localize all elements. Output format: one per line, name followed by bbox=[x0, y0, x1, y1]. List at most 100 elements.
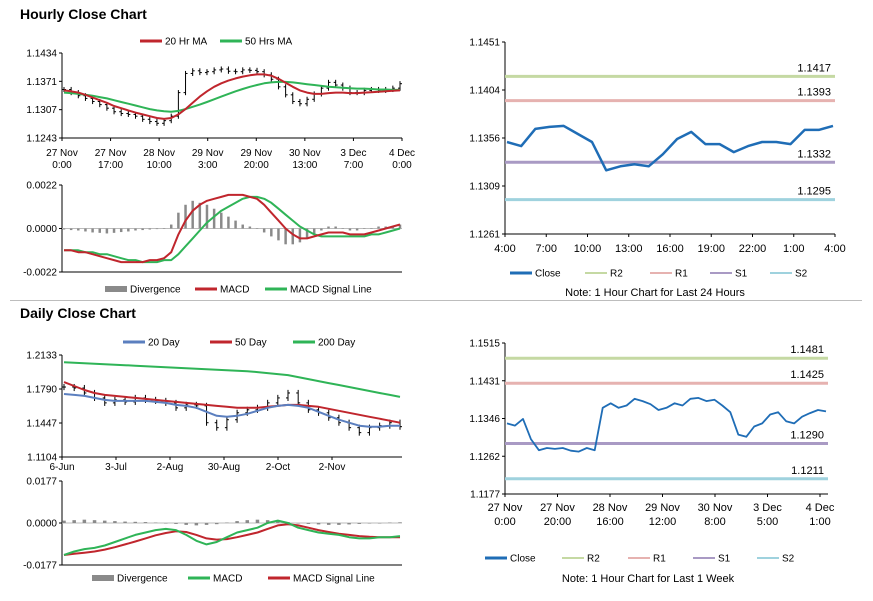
hourly-title: Hourly Close Chart bbox=[20, 6, 147, 22]
hourly-divergence-bar bbox=[141, 228, 144, 231]
daily-divergence-bar bbox=[326, 523, 331, 525]
daily-divergence-bar bbox=[225, 522, 229, 524]
daily-divergence-bar bbox=[62, 520, 66, 523]
hourly-divergence-bar bbox=[262, 228, 266, 233]
hourly-signal-line bbox=[64, 195, 401, 264]
hourly-divergence-bar bbox=[162, 228, 166, 229]
daily-pivot-legend-r2-label: R2 bbox=[587, 554, 600, 565]
hourly-legend-macd-label: MACD bbox=[220, 285, 249, 296]
daily-divergence-bar bbox=[398, 522, 402, 523]
hourly-legend-ma20-label: 20 Hr MA bbox=[165, 37, 208, 48]
daily-divergence-bar bbox=[337, 523, 341, 525]
daily-macd-y-tick-label: 0.0000 bbox=[26, 519, 57, 530]
daily-pivot-x-tick-label: 27 Nov bbox=[488, 502, 523, 514]
daily-pivot-x-tick-label: 29 Nov bbox=[645, 502, 680, 514]
daily-r2-label: 1.1481 bbox=[790, 344, 824, 356]
hourly-price-x-tick-label: 29 Nov bbox=[240, 148, 272, 159]
hourly-r1-label: 1.1393 bbox=[797, 87, 831, 99]
hourly-macd-y-tick-label: 0.0000 bbox=[26, 224, 57, 235]
hourly-price-x-tick-label: 20:00 bbox=[244, 160, 269, 171]
hourly-r2-label: 1.1417 bbox=[797, 62, 831, 74]
daily-close-line bbox=[506, 396, 827, 453]
section-divider bbox=[10, 300, 862, 301]
hourly-divergence-bar bbox=[291, 228, 295, 245]
hourly-pivot-x-tick-label: 7:00 bbox=[536, 243, 557, 255]
hourly-pivot-note: Note: 1 Hour Chart for Last 24 Hours bbox=[565, 287, 745, 299]
daily-divergence-bar bbox=[184, 523, 188, 525]
hourly-price-y-tick-label: 1.1243 bbox=[26, 134, 57, 145]
daily-legend-ma50-label: 50 Day bbox=[235, 338, 267, 349]
hourly-divergence-bar bbox=[69, 228, 73, 231]
daily-divergence-bar bbox=[306, 523, 311, 524]
hourly-divergence-bar bbox=[119, 228, 123, 233]
hourly-macd-line bbox=[64, 193, 401, 264]
hourly-divergence-bar bbox=[227, 216, 230, 229]
daily-divergence-bar bbox=[113, 521, 117, 523]
daily-divergence-bar bbox=[164, 523, 168, 524]
daily-divergence-bar bbox=[82, 519, 87, 523]
hourly-divergence-bar bbox=[62, 228, 66, 230]
daily-pivot-x-tick-label: 27 Nov bbox=[540, 502, 575, 514]
hourly-pivot-legend-close-label: Close bbox=[535, 269, 561, 280]
daily-legend-divergence-label: Divergence bbox=[117, 574, 168, 585]
daily-title: Daily Close Chart bbox=[20, 305, 136, 321]
daily-pivot-legend-s2-label: S2 bbox=[782, 554, 795, 565]
daily-price-y-tick-label: 1.2133 bbox=[26, 351, 57, 362]
daily-divergence-bar bbox=[102, 520, 107, 523]
daily-price-x-tick-label: 30-Aug bbox=[208, 462, 240, 473]
hourly-divergence-bar bbox=[148, 228, 152, 230]
daily-ma20-line bbox=[63, 393, 400, 428]
daily-s1-label: 1.1290 bbox=[790, 430, 824, 442]
hourly-divergence-bar bbox=[363, 228, 366, 229]
hourly-ma50-line bbox=[63, 80, 400, 113]
hourly-divergence-bar bbox=[370, 228, 373, 229]
hourly-divergence-bar bbox=[305, 228, 309, 239]
hourly-price-x-tick-label: 13:00 bbox=[292, 160, 317, 171]
hourly-divergence-bar bbox=[320, 228, 323, 231]
hourly-divergence-bar bbox=[127, 228, 130, 232]
daily-pivot-x-tick-label: 0:00 bbox=[494, 516, 515, 528]
daily-macd-line bbox=[63, 519, 401, 556]
hourly-divergence-bar bbox=[327, 226, 330, 229]
hourly-divergence-bar bbox=[155, 228, 159, 230]
hourly-pivot-legend-r1-label: R1 bbox=[675, 269, 688, 280]
hourly-price-x-tick-label: 29 Nov bbox=[192, 148, 224, 159]
daily-divergence-bar bbox=[265, 520, 270, 523]
daily-price-x-tick-label: 2-Oct bbox=[266, 462, 291, 473]
hourly-divergence-bar bbox=[98, 228, 101, 233]
hourly-macd-y-tick-label: 0.0022 bbox=[26, 181, 57, 192]
hourly-divergence-bar bbox=[177, 212, 180, 229]
hourly-divergence-bar bbox=[334, 226, 337, 229]
daily-divergence-bar bbox=[133, 521, 138, 523]
hourly-divergence-bar bbox=[84, 228, 87, 232]
hourly-divergence-bar bbox=[312, 228, 316, 235]
daily-pivot-y-tick-label: 1.1431 bbox=[469, 376, 500, 387]
hourly-price-x-tick-label: 7:00 bbox=[344, 160, 364, 171]
hourly-divergence-bar bbox=[184, 204, 187, 229]
hourly-divergence-bar bbox=[205, 204, 209, 229]
daily-pivot-x-tick-label: 20:00 bbox=[544, 516, 572, 528]
daily-divergence-bar bbox=[377, 523, 382, 524]
hourly-s1-label: 1.1332 bbox=[797, 148, 831, 160]
daily-divergence-bar bbox=[245, 520, 250, 523]
hourly-divergence-bar bbox=[212, 208, 216, 229]
hourly-divergence-bar bbox=[348, 228, 352, 231]
hourly-pivot-legend-s1-label: S1 bbox=[735, 269, 748, 280]
hourly-price-y-tick-label: 1.1307 bbox=[26, 105, 57, 116]
hourly-price-x-tick-label: 3 Dec bbox=[340, 148, 366, 159]
hourly-s2-label: 1.1295 bbox=[797, 186, 831, 198]
hourly-price-y-tick-label: 1.1434 bbox=[26, 49, 57, 60]
hourly-divergence-bar bbox=[220, 212, 223, 229]
hourly-divergence-bar bbox=[248, 226, 252, 229]
daily-pivot-x-tick-label: 1:00 bbox=[809, 516, 830, 528]
daily-ma50-line bbox=[63, 381, 401, 424]
daily-divergence-bar bbox=[204, 523, 209, 525]
hourly-ma20-line bbox=[63, 73, 401, 120]
hourly-price-x-tick-label: 3:00 bbox=[198, 160, 218, 171]
hourly-divergence-bar bbox=[341, 228, 345, 229]
hourly-price-x-tick-label: 4 Dec bbox=[389, 148, 415, 159]
daily-divergence-bar bbox=[174, 523, 178, 524]
hourly-pivot-legend-r2-label: R2 bbox=[610, 269, 623, 280]
hourly-price-x-tick-label: 30 Nov bbox=[289, 148, 321, 159]
hourly-price-x-tick-label: 28 Nov bbox=[143, 148, 175, 159]
